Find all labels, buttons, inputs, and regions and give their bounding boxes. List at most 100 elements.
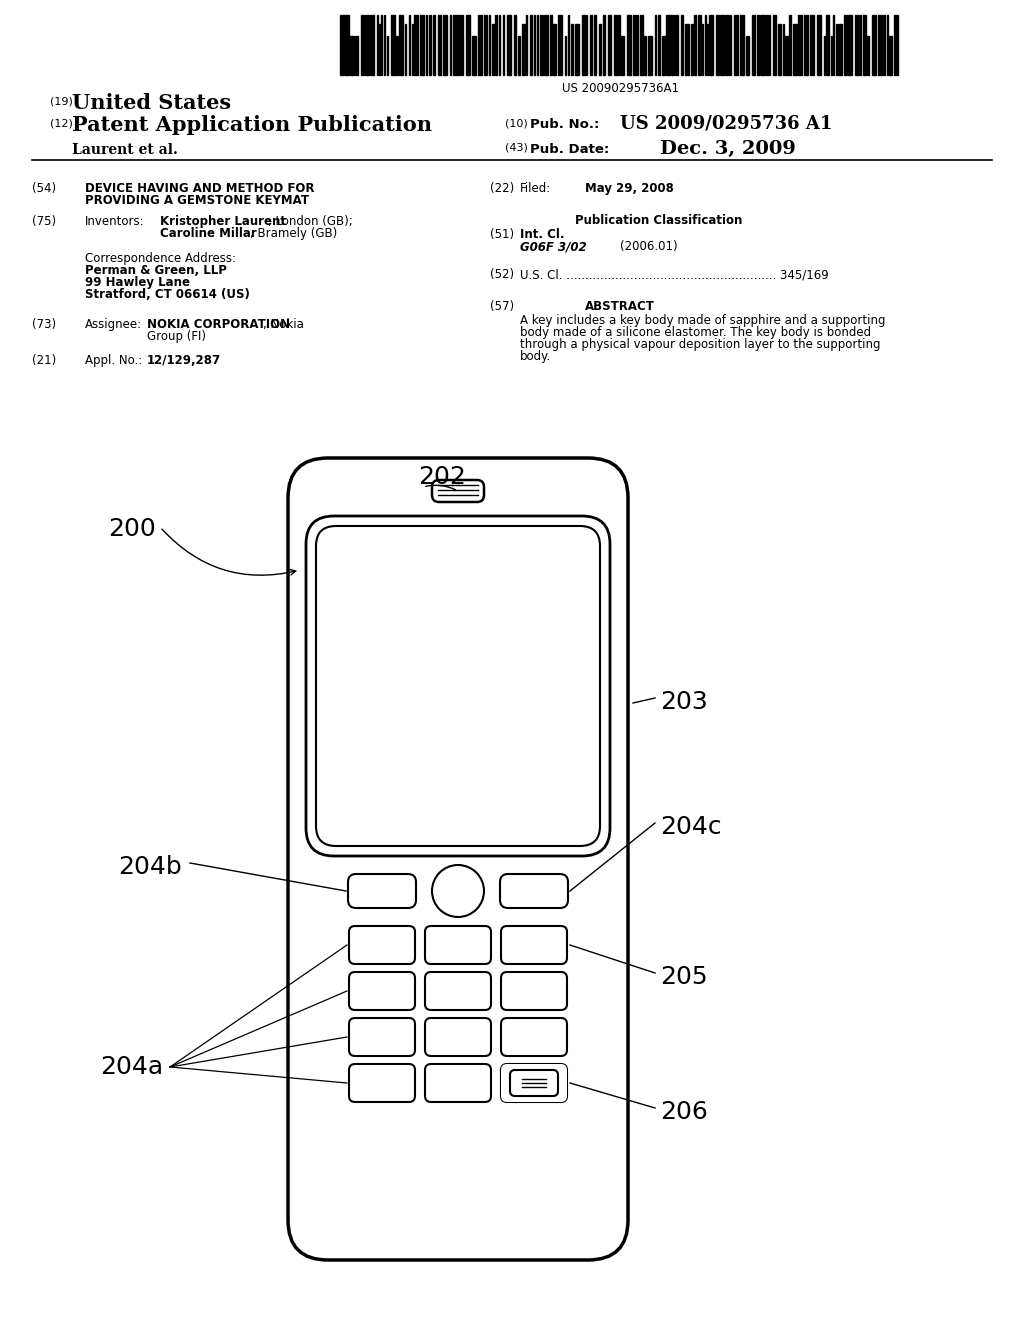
- Bar: [867, 36, 869, 75]
- Text: Group (FI): Group (FI): [147, 330, 206, 343]
- Bar: [466, 15, 470, 75]
- Bar: [590, 15, 592, 75]
- Bar: [478, 15, 482, 75]
- Bar: [472, 36, 476, 75]
- Text: Filed:: Filed:: [520, 182, 551, 195]
- Bar: [698, 15, 701, 75]
- Text: 200: 200: [108, 517, 156, 541]
- Text: NOKIA CORPORATION: NOKIA CORPORATION: [147, 318, 290, 331]
- Text: U.S. Cl. ........................................................ 345/169: U.S. Cl. ...............................…: [520, 268, 828, 281]
- Bar: [550, 15, 552, 75]
- Bar: [420, 15, 424, 75]
- Bar: [855, 15, 859, 75]
- FancyBboxPatch shape: [288, 458, 628, 1261]
- FancyBboxPatch shape: [349, 927, 415, 964]
- Text: , Nokia: , Nokia: [263, 318, 304, 331]
- Text: ABSTRACT: ABSTRACT: [585, 300, 655, 313]
- Bar: [429, 15, 431, 75]
- Bar: [518, 36, 520, 75]
- FancyBboxPatch shape: [432, 480, 484, 502]
- Bar: [757, 15, 760, 75]
- Text: (73): (73): [32, 318, 56, 331]
- Text: Patent Application Publication: Patent Application Publication: [72, 115, 432, 135]
- Bar: [878, 15, 882, 75]
- FancyBboxPatch shape: [316, 525, 600, 846]
- Bar: [725, 15, 728, 75]
- Bar: [766, 15, 768, 75]
- Text: (10): (10): [505, 117, 527, 128]
- Text: Pub. No.:: Pub. No.:: [530, 117, 599, 131]
- Bar: [658, 15, 660, 75]
- Bar: [553, 24, 556, 75]
- Bar: [790, 15, 791, 75]
- FancyBboxPatch shape: [349, 1064, 415, 1102]
- Text: 204c: 204c: [660, 814, 722, 840]
- Bar: [798, 15, 802, 75]
- Text: A key includes a key body made of sapphire and a supporting: A key includes a key body made of sapphi…: [520, 314, 886, 327]
- Text: Correspondence Address:: Correspondence Address:: [85, 252, 236, 265]
- Bar: [685, 24, 689, 75]
- Text: US 2009/0295736 A1: US 2009/0295736 A1: [620, 115, 833, 133]
- Bar: [396, 36, 398, 75]
- Bar: [889, 36, 892, 75]
- Text: 204b: 204b: [118, 855, 181, 879]
- Bar: [729, 15, 731, 75]
- Text: Pub. Date:: Pub. Date:: [530, 143, 609, 156]
- Bar: [355, 36, 358, 75]
- Text: body.: body.: [520, 350, 551, 363]
- Bar: [414, 15, 418, 75]
- Text: US 20090295736A1: US 20090295736A1: [561, 82, 679, 95]
- FancyBboxPatch shape: [348, 874, 416, 908]
- FancyBboxPatch shape: [349, 972, 415, 1010]
- Text: Perman & Green, LLP: Perman & Green, LLP: [85, 264, 227, 277]
- Text: (43): (43): [505, 143, 528, 153]
- Bar: [599, 24, 601, 75]
- Text: Int. Cl.: Int. Cl.: [520, 228, 564, 242]
- Bar: [391, 15, 395, 75]
- Bar: [716, 15, 719, 75]
- Bar: [582, 15, 585, 75]
- Bar: [361, 15, 364, 75]
- Bar: [544, 15, 548, 75]
- Text: , London (GB);: , London (GB);: [268, 215, 352, 228]
- Text: DEVICE HAVING AND METHOD FOR: DEVICE HAVING AND METHOD FOR: [85, 182, 314, 195]
- Bar: [340, 15, 344, 75]
- Text: Appl. No.:: Appl. No.:: [85, 354, 142, 367]
- Bar: [456, 15, 459, 75]
- Text: Assignee:: Assignee:: [85, 318, 142, 331]
- Bar: [640, 15, 643, 75]
- FancyBboxPatch shape: [500, 874, 568, 908]
- Bar: [778, 24, 781, 75]
- Text: May 29, 2008: May 29, 2008: [585, 182, 674, 195]
- Bar: [594, 15, 596, 75]
- Bar: [514, 15, 516, 75]
- FancyBboxPatch shape: [501, 1064, 567, 1102]
- Bar: [694, 15, 696, 75]
- Text: Publication Classification: Publication Classification: [575, 214, 742, 227]
- Bar: [507, 15, 511, 75]
- Bar: [492, 24, 494, 75]
- FancyBboxPatch shape: [425, 1064, 490, 1102]
- Bar: [785, 36, 788, 75]
- Bar: [709, 15, 713, 75]
- Text: (21): (21): [32, 354, 56, 367]
- Text: 205: 205: [660, 965, 708, 989]
- Text: (75): (75): [32, 215, 56, 228]
- Text: through a physical vapour deposition layer to the supporting: through a physical vapour deposition lay…: [520, 338, 881, 351]
- Bar: [443, 15, 447, 75]
- FancyBboxPatch shape: [501, 1064, 567, 1102]
- Text: Stratford, CT 06614 (US): Stratford, CT 06614 (US): [85, 288, 250, 301]
- Text: G06F 3/02: G06F 3/02: [520, 240, 587, 253]
- Bar: [370, 15, 374, 75]
- Bar: [648, 36, 652, 75]
- Bar: [662, 36, 665, 75]
- Bar: [761, 15, 765, 75]
- Bar: [608, 15, 611, 75]
- Text: (57): (57): [490, 300, 514, 313]
- Text: 99 Hawley Lane: 99 Hawley Lane: [85, 276, 190, 289]
- Text: Laurent et al.: Laurent et al.: [72, 143, 178, 157]
- Text: (12): (12): [50, 117, 73, 128]
- Bar: [666, 15, 670, 75]
- Bar: [365, 15, 369, 75]
- FancyBboxPatch shape: [510, 1071, 558, 1096]
